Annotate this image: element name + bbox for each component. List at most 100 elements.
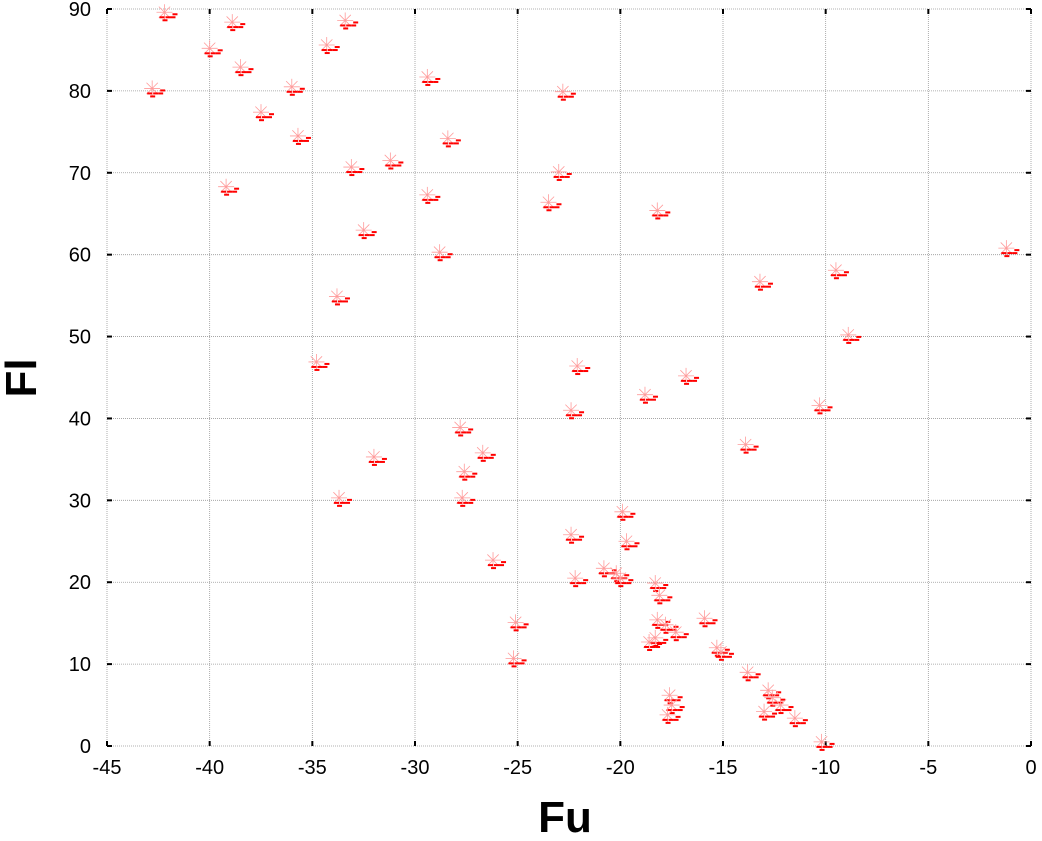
- marker-dash: [772, 712, 778, 715]
- marker-dash: [445, 256, 451, 259]
- asterisk-stroke: [663, 689, 676, 702]
- marker-dash: [447, 253, 453, 256]
- marker-dash: [827, 745, 833, 748]
- marker-dash: [681, 636, 687, 639]
- marker-dash: [830, 274, 836, 277]
- marker-dash: [746, 448, 752, 451]
- x-tick-label: -10: [811, 757, 840, 779]
- marker-dash: [337, 504, 343, 507]
- data-point: [786, 710, 808, 728]
- asterisk-stroke: [220, 180, 233, 193]
- data-point: [454, 489, 476, 507]
- marker-dash: [560, 98, 566, 101]
- marker-dash: [371, 463, 377, 466]
- data-point: [760, 682, 782, 700]
- data-point: [612, 570, 634, 588]
- marker-dash: [256, 116, 261, 119]
- marker-dash: [751, 448, 757, 451]
- marker-dash: [170, 16, 176, 19]
- marker-dash: [490, 453, 496, 456]
- marker-dash: [240, 23, 246, 26]
- marker-dash: [217, 49, 223, 52]
- asterisk-stroke: [357, 224, 370, 237]
- axis-ticks: -45 -40 -35 -30 -25 -20 -15 -10 -5 0 0 10 20 30 40 50 60…: [69, 0, 1037, 779]
- data-point: [485, 552, 507, 570]
- data-point: [507, 614, 529, 632]
- data-point: [651, 587, 673, 605]
- marker-dash: [334, 303, 340, 306]
- asterisk-stroke: [146, 82, 159, 95]
- marker-dash: [671, 628, 677, 631]
- marker-dash: [775, 709, 781, 712]
- data-point: [218, 178, 240, 196]
- marker-dash: [227, 26, 233, 29]
- marker-dash: [650, 646, 656, 649]
- marker-dash: [684, 382, 690, 385]
- marker-dash: [521, 659, 527, 662]
- marker-dash: [297, 90, 303, 93]
- marker-dash: [224, 193, 230, 196]
- data-point: [431, 244, 453, 262]
- marker-dash: [566, 172, 572, 175]
- data-point: [772, 697, 794, 715]
- asterisk-stroke: [758, 705, 771, 718]
- data-point: [337, 12, 359, 30]
- data-point: [696, 610, 718, 628]
- marker-dash: [351, 24, 357, 27]
- y-tick-label: 70: [69, 163, 91, 185]
- data-point: [618, 533, 640, 551]
- data-point: [678, 367, 700, 385]
- marker-dash: [559, 175, 565, 178]
- marker-dash: [269, 113, 274, 116]
- marker-dash: [670, 636, 676, 639]
- data-point: [283, 78, 305, 96]
- marker-dash: [292, 90, 298, 93]
- asterisk-stroke: [597, 562, 610, 575]
- asterisk-stroke: [433, 246, 446, 259]
- marker-dash: [846, 341, 852, 344]
- marker-dash: [722, 651, 728, 654]
- marker-dash: [843, 338, 849, 341]
- marker-dash: [1004, 255, 1010, 258]
- marker-dash: [836, 274, 842, 277]
- marker-dash: [349, 174, 355, 177]
- marker-dash: [765, 715, 771, 718]
- asterisk-stroke: [669, 626, 682, 639]
- marker-dash: [728, 652, 734, 655]
- data-point: [661, 687, 683, 705]
- marker-dash: [841, 274, 847, 277]
- marker-dash: [687, 379, 693, 382]
- marker-dash: [428, 80, 434, 83]
- data-point: [647, 629, 669, 647]
- marker-dash: [814, 409, 820, 412]
- asterisk-stroke: [565, 404, 577, 417]
- marker-dash: [718, 658, 724, 661]
- data-point: [569, 358, 591, 376]
- marker-dash: [822, 745, 828, 748]
- data-point: [811, 397, 833, 415]
- marker-dash: [754, 285, 760, 288]
- asterisk-stroke: [476, 446, 489, 459]
- marker-dash: [499, 564, 505, 567]
- y-tick-label: 10: [69, 654, 91, 676]
- marker-dash: [639, 398, 645, 401]
- data-point: [289, 127, 311, 145]
- marker-dash: [760, 285, 766, 288]
- marker-dash: [510, 626, 516, 629]
- marker-dash: [483, 456, 489, 459]
- marker-dash: [433, 198, 439, 201]
- marker-dash: [331, 300, 337, 303]
- marker-dash: [740, 448, 746, 451]
- asterisk-stroke: [649, 577, 662, 589]
- asterisk-stroke: [610, 567, 623, 580]
- data-point: [550, 163, 572, 181]
- y-tick-label: 40: [69, 408, 91, 430]
- marker-dash: [652, 214, 658, 217]
- marker-dash: [666, 709, 672, 712]
- marker-dash: [324, 362, 330, 365]
- data-point: [756, 703, 778, 721]
- asterisk-stroke: [815, 735, 828, 748]
- marker-dash: [683, 633, 689, 636]
- data-point: [419, 68, 441, 86]
- marker-dash: [435, 195, 441, 198]
